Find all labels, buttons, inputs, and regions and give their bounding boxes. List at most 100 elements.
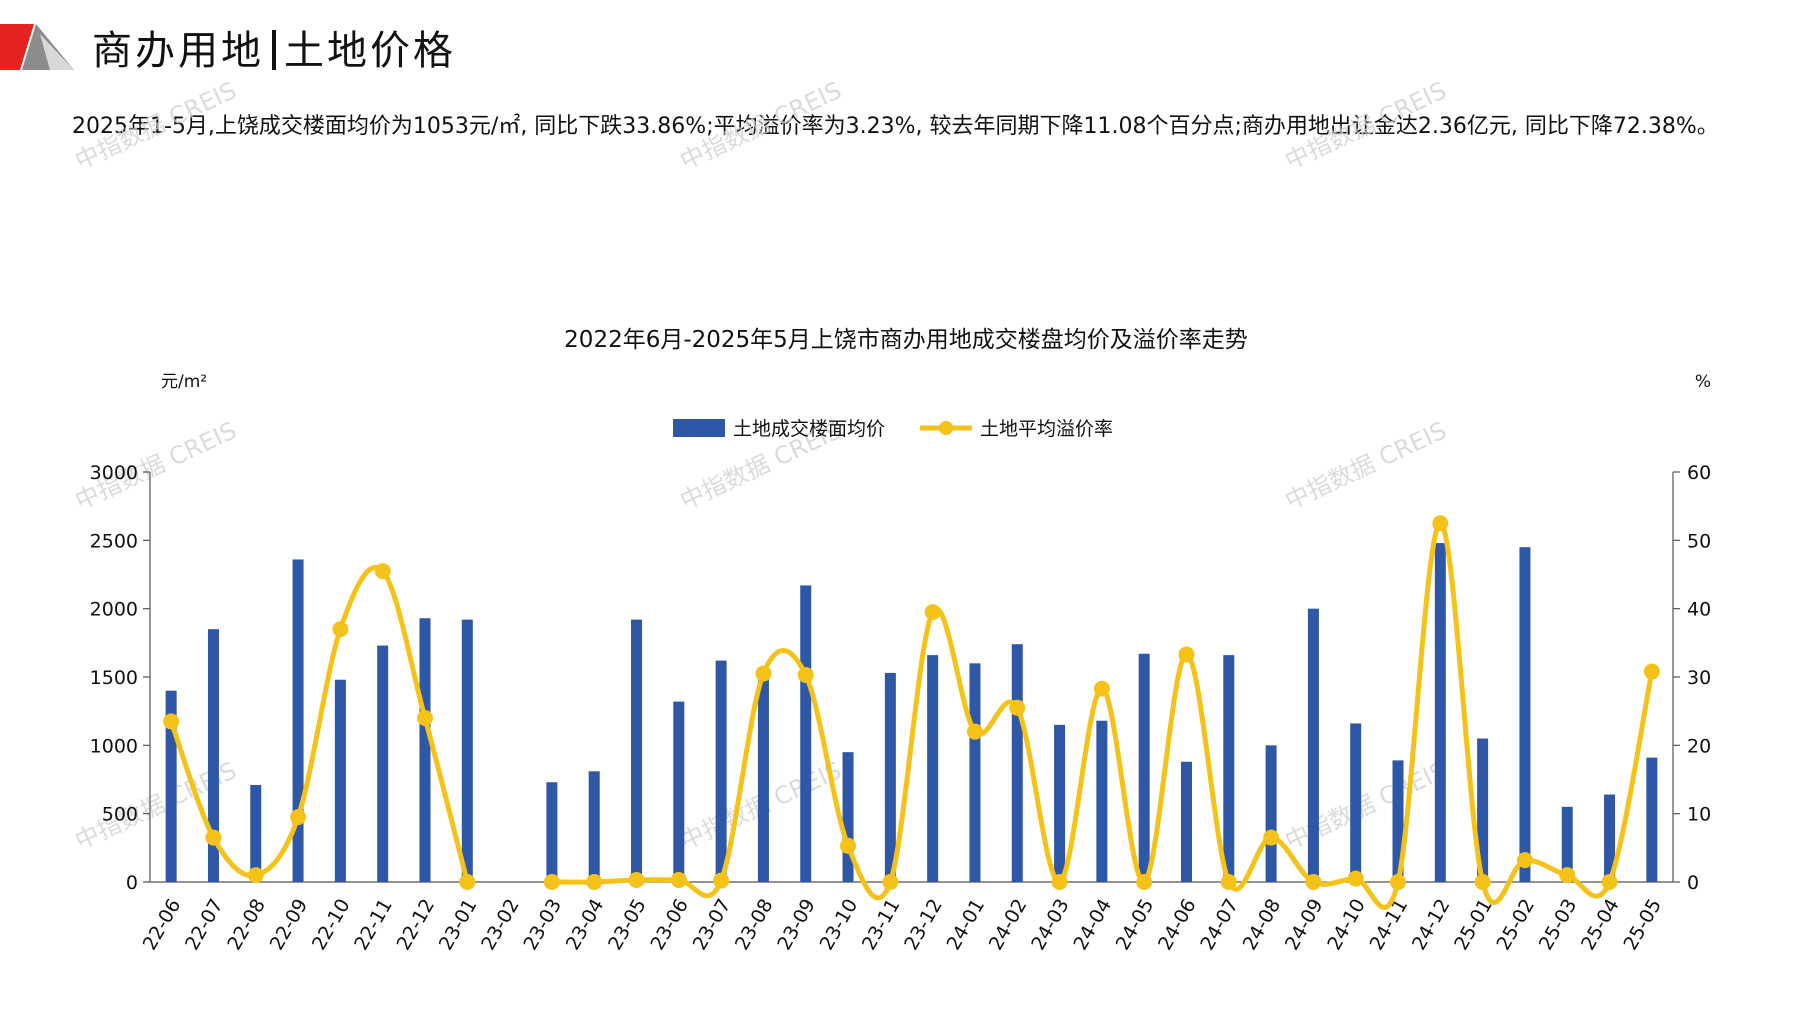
y-left-tick-label: 2500	[90, 530, 138, 552]
x-tick-label: 23-08	[731, 895, 778, 954]
price-bar	[1265, 745, 1277, 882]
x-tick-label: 23-04	[562, 895, 609, 954]
price-bar	[292, 559, 304, 882]
y-left-tick-label: 1500	[90, 667, 138, 689]
x-tick-label: 23-02	[477, 895, 524, 954]
price-bar	[1011, 644, 1023, 882]
price-bar	[1604, 794, 1616, 882]
premium-rate-point	[1390, 874, 1407, 890]
premium-rate-point	[374, 563, 391, 580]
premium-rate-point	[882, 874, 899, 890]
y-right-tick-label: 40	[1687, 599, 1711, 621]
x-tick-label: 22-10	[308, 895, 355, 954]
price-bar	[377, 645, 389, 882]
premium-rate-point	[459, 874, 476, 890]
y-right-unit-label: %	[1695, 372, 1711, 392]
x-tick-label: 23-09	[773, 895, 820, 954]
legend-line-label: 土地平均溢价率	[980, 418, 1113, 440]
premium-rate-point	[840, 837, 857, 854]
watermark-text: 中指数据 CREIS	[71, 76, 241, 175]
x-tick-label: 24-06	[1154, 895, 1201, 954]
premium-rate-point	[1136, 874, 1153, 890]
x-tick-label: 22-09	[266, 895, 313, 954]
price-bar	[1054, 724, 1066, 882]
x-tick-label: 24-12	[1408, 895, 1455, 954]
price-bar	[715, 660, 727, 882]
x-tick-label: 24-05	[1112, 895, 1159, 954]
x-tick-label: 24-07	[1196, 895, 1243, 954]
premium-rate-point	[713, 872, 730, 889]
x-tick-label: 24-10	[1323, 895, 1370, 954]
x-tick-label: 24-04	[1069, 895, 1116, 954]
price-bar	[884, 672, 896, 882]
premium-rate-point	[1051, 874, 1068, 890]
price-bar	[588, 771, 600, 882]
premium-rate-point	[1643, 663, 1660, 680]
premium-rate-point	[1432, 515, 1449, 532]
price-bar	[1138, 653, 1150, 882]
price-bar	[673, 701, 685, 882]
y-left-tick-label: 2000	[90, 599, 138, 621]
price-bar	[165, 690, 177, 882]
premium-rate-point	[1305, 874, 1322, 890]
x-tick-label: 23-11	[858, 895, 905, 954]
price-bar	[927, 655, 939, 882]
x-tick-label: 22-06	[139, 895, 186, 954]
y-left-tick-label: 3000	[90, 462, 138, 484]
premium-rate-line	[551, 520, 1655, 910]
price-bar	[1096, 720, 1108, 882]
x-tick-label: 22-12	[393, 895, 440, 954]
price-bar	[1350, 723, 1362, 882]
x-tick-label: 22-11	[350, 895, 397, 954]
premium-rate-point	[543, 874, 560, 890]
x-tick-label: 25-02	[1492, 895, 1539, 954]
page-title-sub: 土地价格	[284, 28, 456, 74]
premium-rate-point	[1347, 870, 1364, 887]
y-left-tick-label: 0	[126, 872, 138, 894]
x-tick-label: 23-07	[689, 895, 736, 954]
page-title: 商办用地 土地价格	[92, 18, 456, 76]
x-tick-label: 22-08	[223, 895, 270, 954]
y-left-tick-label: 1000	[90, 735, 138, 757]
chart-title: 2022年6月-2025年5月上饶市商办用地成交楼盘均价及溢价率走势	[564, 327, 1248, 353]
premium-rate-point	[586, 874, 603, 890]
price-bar	[1434, 543, 1446, 882]
x-tick-label: 25-04	[1577, 895, 1624, 954]
price-bar	[1180, 761, 1192, 882]
price-bar	[207, 629, 219, 882]
premium-rate-point	[1474, 874, 1491, 890]
price-bar	[842, 752, 854, 882]
premium-rate-point	[290, 809, 307, 826]
premium-rate-point	[966, 723, 983, 740]
x-tick-label: 24-02	[985, 895, 1032, 954]
y-right-tick-label: 20	[1687, 735, 1711, 757]
premium-rate-point	[1093, 680, 1110, 697]
legend-bar-swatch	[673, 419, 725, 437]
x-tick-label: 25-03	[1535, 895, 1582, 954]
price-bar	[757, 674, 769, 882]
y-right-tick-label: 0	[1687, 872, 1699, 894]
price-bar	[546, 782, 558, 882]
watermark-text: 中指数据 CREIS	[1281, 76, 1451, 175]
premium-rate-point	[163, 713, 180, 730]
x-tick-label: 23-05	[604, 895, 651, 954]
price-bar	[1519, 547, 1531, 882]
premium-rate-point	[247, 867, 264, 884]
brand-logo	[0, 24, 74, 70]
premium-rate-point	[755, 665, 772, 682]
x-tick-label: 23-01	[435, 895, 482, 954]
price-bar	[1477, 738, 1489, 882]
watermark-text: 中指数据 CREIS	[676, 76, 846, 175]
price-bar	[419, 618, 431, 882]
watermark-text: 中指数据 CREIS	[1281, 416, 1451, 515]
premium-rate-point	[670, 871, 687, 888]
premium-rate-point	[628, 871, 645, 888]
x-tick-label: 24-01	[942, 895, 989, 954]
legend-line-marker	[939, 421, 953, 435]
premium-rate-point	[1263, 829, 1280, 846]
x-tick-label: 24-08	[1239, 895, 1286, 954]
title-separator	[272, 30, 276, 70]
x-tick-label: 25-05	[1619, 895, 1666, 954]
legend-bar-label: 土地成交楼面均价	[733, 418, 885, 440]
